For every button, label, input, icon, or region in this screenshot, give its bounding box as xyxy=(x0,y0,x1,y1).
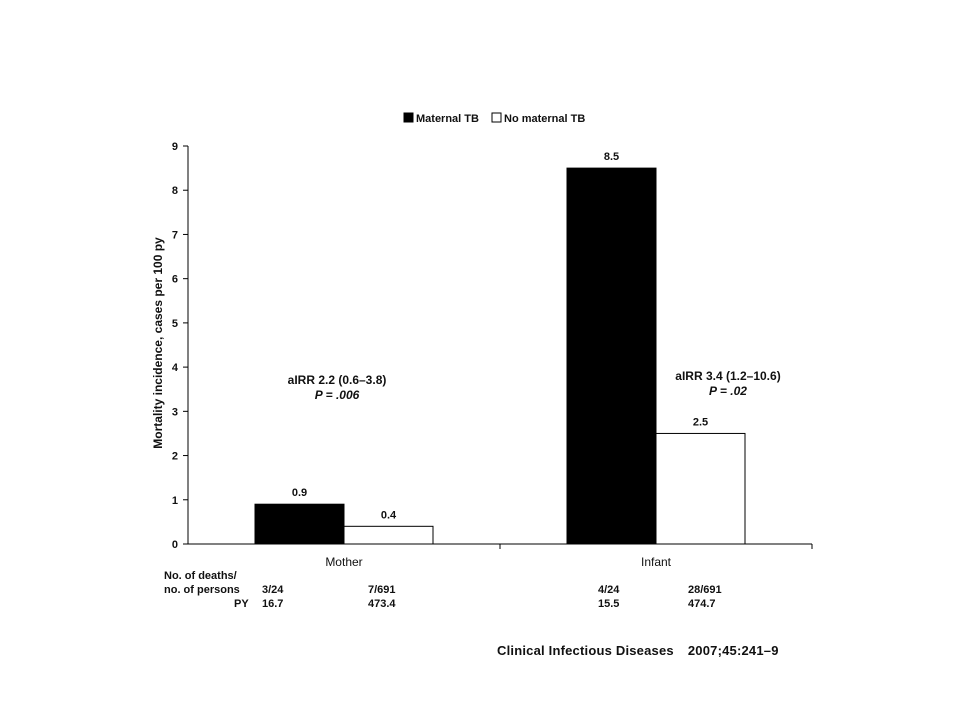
table-py-infant-tb: 15.5 xyxy=(598,598,620,610)
y-tick-label: 0 xyxy=(172,539,178,551)
legend: Maternal TB No maternal TB xyxy=(403,112,585,125)
bar-mother-maternal-tb xyxy=(254,503,345,545)
table-deaths-infant-notb: 28/691 xyxy=(688,584,722,596)
bar-value-label: 0.4 xyxy=(381,509,397,521)
table-row2-label: PY xyxy=(234,598,249,610)
legend-swatch-maternal-tb xyxy=(403,112,414,123)
bar-value-label: 0.9 xyxy=(292,487,307,499)
y-ticks: 0 1 2 3 4 5 6 7 8 9 xyxy=(172,141,188,551)
y-tick-label: 4 xyxy=(172,362,179,374)
y-tick-label: 2 xyxy=(172,451,178,463)
bar-labels: 0.9 0.4 8.5 2.5 xyxy=(292,151,708,521)
category-label-mother: Mother xyxy=(325,555,362,569)
annotation-infant-airr: aIRR 3.4 (1.2–10.6) xyxy=(675,369,780,383)
table-deaths-infant-tb: 4/24 xyxy=(598,584,620,596)
legend-label-maternal-tb: Maternal TB xyxy=(416,113,479,125)
table-row1-label-line1: No. of deaths/ xyxy=(164,570,237,582)
legend-label-no-maternal-tb: No maternal TB xyxy=(504,113,585,125)
citation: Clinical Infectious Diseases 2007;45:241–… xyxy=(497,643,779,658)
table-py-mother-tb: 16.7 xyxy=(262,598,284,610)
y-tick-label: 9 xyxy=(172,141,178,153)
citation-ref: 2007;45:241–9 xyxy=(687,643,779,658)
bar-value-label: 8.5 xyxy=(604,151,619,163)
y-tick-label: 3 xyxy=(172,406,178,418)
bar-mother-no-maternal-tb xyxy=(343,525,434,545)
table-deaths-mother-notb: 7/691 xyxy=(368,584,396,596)
y-tick-label: 8 xyxy=(172,185,178,197)
annotation-mother-airr: aIRR 2.2 (0.6–3.8) xyxy=(288,373,387,387)
bar-infant-no-maternal-tb xyxy=(655,432,746,545)
y-tick-label: 5 xyxy=(172,318,178,330)
table-row1-label-line2: no. of persons xyxy=(164,584,240,596)
legend-swatch-no-maternal-tb xyxy=(491,112,502,123)
annotation-infant-p: P = .02 xyxy=(709,384,747,398)
annotation-mother-p: P = .006 xyxy=(315,388,360,402)
bar-infant-maternal-tb xyxy=(566,167,657,545)
bar-value-label: 2.5 xyxy=(693,416,708,428)
y-axis-label: Mortality incidence, cases per 100 py xyxy=(151,237,165,449)
y-tick-label: 1 xyxy=(172,495,178,507)
table-deaths-mother-tb: 3/24 xyxy=(262,584,284,596)
category-label-infant: Infant xyxy=(641,555,672,569)
y-tick-label: 7 xyxy=(172,229,178,241)
citation-journal: Clinical Infectious Diseases xyxy=(497,643,674,658)
table-py-infant-notb: 474.7 xyxy=(688,598,716,610)
y-tick-label: 6 xyxy=(172,274,178,286)
bars xyxy=(254,167,746,545)
table-py-mother-notb: 473.4 xyxy=(368,598,396,610)
